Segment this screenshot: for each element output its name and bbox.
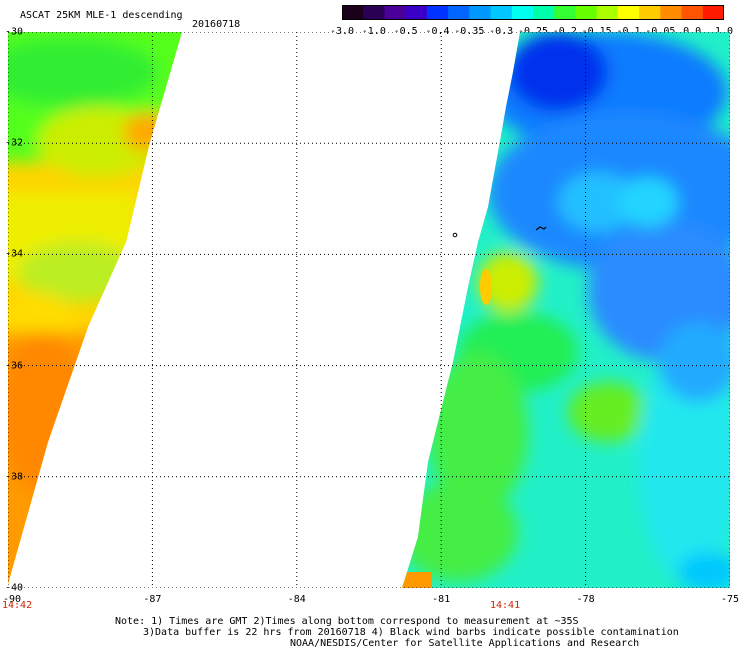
colorbar-swatch [554, 5, 577, 20]
colorbar-tick-label: -0.4 [425, 26, 450, 37]
left-swath [8, 32, 182, 584]
colorbar-swatch [490, 5, 513, 20]
colorbar-swatch [575, 5, 598, 20]
note-line-2: 3)Data buffer is 22 hrs from 20160718 4)… [143, 627, 679, 638]
note-line-3: NOAA/NESDIS/Center for Satellite Applica… [290, 638, 640, 649]
colorbar-swatch [469, 5, 492, 20]
lat-label: -40 [5, 582, 24, 594]
lat-lon-grid [8, 32, 730, 588]
colorbar-swatch [702, 5, 724, 20]
colorbar-swatch [448, 5, 470, 20]
lat-label: -32 [5, 137, 24, 149]
lon-label: -78 [576, 594, 595, 605]
colorbar-swatch [342, 5, 364, 20]
colorbar-swatch [384, 5, 407, 20]
colorbar-swatch [660, 5, 683, 20]
product-title: ASCAT 25KM MLE-1 descending [20, 10, 183, 21]
lon-label: -84 [287, 594, 306, 605]
colorbar [342, 5, 724, 20]
lat-label: -34 [5, 248, 24, 260]
lat-label: -36 [5, 360, 24, 372]
colorbar-swatch [681, 5, 704, 20]
lon-label: -81 [432, 594, 451, 605]
colorbar-swatch [426, 5, 449, 20]
right-swath [402, 32, 730, 588]
lat-label: -38 [5, 471, 24, 483]
lat-label: -30 [5, 26, 24, 38]
colorbar-tick-label: -0.35 [454, 26, 485, 37]
colorbar-swatch [405, 5, 428, 20]
colorbar-tick-label: -1.0 [361, 26, 386, 37]
time-left: 14:42 [2, 600, 33, 611]
time-right: 14:41 [490, 600, 521, 611]
colorbar-tick-label: -3.0 [329, 26, 355, 37]
colorbar-tick-label: -0.5 [393, 26, 418, 37]
lon-label: -75 [720, 594, 740, 605]
wind-map [8, 32, 730, 588]
colorbar-tick-label: -0.3 [489, 26, 514, 37]
colorbar-swatch [533, 5, 555, 20]
colorbar-swatch [363, 5, 386, 20]
colorbar-frame [342, 5, 724, 20]
date-label: 20160718 [192, 19, 241, 30]
wind-barb-icon [535, 226, 547, 231]
lon-label: -90 [2, 594, 22, 605]
note-line-1: Note: 1) Times are GMT 2)Times along bot… [115, 616, 579, 627]
lon-label: -87 [143, 594, 162, 605]
colorbar-swatch [617, 5, 640, 20]
colorbar-swatch [596, 5, 619, 20]
colorbar-swatch [639, 5, 661, 20]
marker-icon [452, 232, 458, 238]
colorbar-swatch [511, 5, 534, 20]
